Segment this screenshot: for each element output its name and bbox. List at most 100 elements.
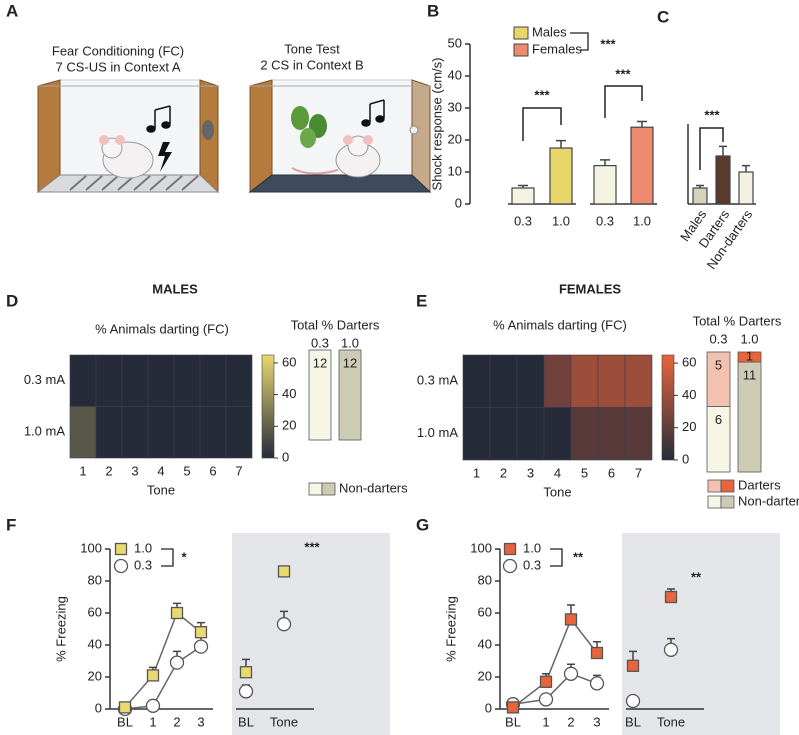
x-tick-label: 1.0 [633,213,651,228]
annotation: ** [691,569,702,584]
panel-label: E [416,291,427,310]
heatmap-cell [597,407,626,461]
column-label: 7 [635,465,642,480]
bar [511,187,535,205]
stack-title: Total % Darters [693,313,782,328]
heatmap-cell [95,354,123,407]
bar [630,126,654,205]
series-line [512,617,598,708]
x-tick-label: Tone [657,714,685,729]
series-line [124,645,202,710]
point [276,617,292,632]
panel-label: B [427,1,439,20]
heatmap-cell [570,407,599,461]
heatmap-cell [462,407,491,461]
column-label: 3 [527,465,534,480]
colorbar [261,354,275,459]
legend-label: Males [532,24,567,39]
fc-subtitle: 7 CS-US in Context A [56,59,181,74]
point [238,684,254,699]
row-label: 0.3 mA [24,372,66,387]
legend-label: Darters [738,477,781,492]
bracket [699,127,724,170]
y-axis-label: % Freezing [443,596,458,662]
y-tick-label: 40 [478,636,492,651]
x-tick-label: 1.0 [740,331,758,346]
bracket [161,548,174,567]
legend-marker [503,542,517,556]
y-tick-label: 100 [80,540,102,555]
heatmap-cell [624,354,653,408]
segment-label: 5 [715,357,722,372]
stack-segment [338,349,362,441]
heatmap-title: MALES [152,281,198,296]
point [169,655,185,670]
column-label: 4 [554,465,561,480]
x-tick-label: BL [625,714,641,729]
tone-subtitle: 2 CS in Context B [260,57,363,72]
heatmap-cell [173,354,201,407]
bracket [522,107,562,141]
y-tick-label: 60 [88,604,102,619]
colorbar [661,354,675,461]
row-label: 1.0 mA [417,425,459,440]
column-label: 5 [581,465,588,480]
heatmap-subtitle: % Animals darting (FC) [95,321,229,336]
x-tick-label: 3 [593,714,600,729]
point [563,666,579,681]
heatmap-cell [225,406,253,459]
stack-segment [706,351,731,407]
heatmap-cell [121,354,149,407]
x-axis-label: Tone [147,482,175,497]
stack-title: Total % Darters [291,317,380,332]
legend-swatch [513,43,529,57]
heatmap-cell [489,354,518,408]
segment-label: 11 [743,367,757,382]
heatmap-cell [570,354,599,408]
heatmap-cell [462,354,491,408]
column-label: 5 [183,463,190,478]
heatmap-cell [543,407,572,461]
annotation: *** [615,66,631,81]
y-tick-label: 100 [470,540,492,555]
y-tick-label: 0 [95,700,102,715]
colorbar-tick-label: 0 [282,449,289,464]
column-label: 1 [473,465,480,480]
legend-swatch [321,482,336,496]
colorbar-tick-label: 20 [282,418,296,433]
column-label: 6 [209,463,216,478]
x-tick-label: 0.3 [311,335,329,350]
error-bar [637,120,647,128]
heatmap-cell [516,354,545,408]
panel-label: C [657,7,669,26]
x-tick-label: Tone [270,714,298,729]
point [170,606,184,620]
heatmap-cell [121,406,149,459]
colorbar-tick-label: 60 [282,354,296,369]
y-tick-label: 40 [448,67,462,82]
panel-label: D [6,291,18,310]
panel-label: F [6,515,16,534]
x-tick-label: 1.0 [341,335,359,350]
segment-label: 12 [313,355,327,370]
colorbar-tick-label: 20 [682,419,696,434]
shaded-region [232,533,390,735]
column-label: 3 [131,463,138,478]
tone-chamber [248,79,432,194]
heatmap-cell [543,354,572,408]
colorbar-tick-label: 40 [282,386,296,401]
heatmap-cell [147,406,175,459]
error-bar [600,159,610,166]
x-tick-label: 1 [149,714,156,729]
point [145,698,161,713]
colorbar-tick-label: 60 [682,355,696,370]
shaded-region [622,533,780,735]
y-tick-label: 80 [478,572,492,587]
column-label: 2 [105,463,112,478]
y-tick-label: 80 [88,572,102,587]
heatmap-cell [624,407,653,461]
annotation: *** [304,539,320,554]
y-tick-label: 60 [478,604,492,619]
heatmap-cell [69,354,97,407]
fc-title: Fear Conditioning (FC) [52,43,184,58]
